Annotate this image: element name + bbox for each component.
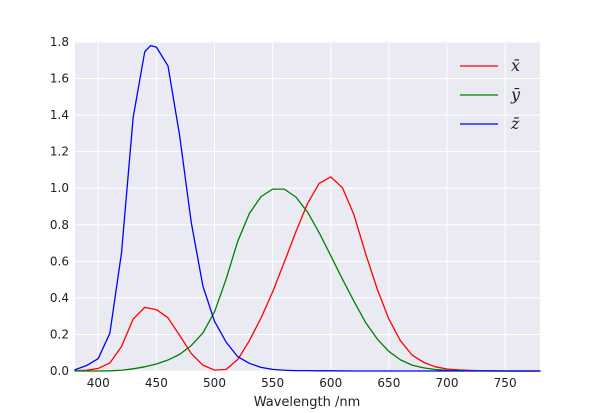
x-tick-label: 600 xyxy=(319,376,342,390)
legend-label-2: z̄ xyxy=(510,114,520,133)
x-axis-ticks: 400 450 500 550 600 650 700 750 xyxy=(87,376,517,390)
legend-label-0: x̄ xyxy=(511,56,520,75)
x-tick-label: 750 xyxy=(494,376,517,390)
y-tick-label: 0.4 xyxy=(50,291,69,305)
legend-label-1: ȳ xyxy=(510,85,521,104)
legend: x̄ ȳ z̄ xyxy=(460,56,521,133)
y-tick-label: 0.8 xyxy=(50,218,69,232)
x-tick-label: 450 xyxy=(145,376,168,390)
y-tick-label: 1.0 xyxy=(50,181,69,195)
y-axis-ticks: 0.0 0.2 0.4 0.6 0.8 1.0 1.2 1.4 1.6 1.8 xyxy=(50,35,69,378)
series-line-2 xyxy=(74,45,541,372)
y-tick-label: 1.8 xyxy=(50,35,69,49)
series-layer xyxy=(74,45,541,372)
plot-area xyxy=(75,42,540,371)
y-tick-label: 1.4 xyxy=(50,108,69,122)
y-tick-label: 1.6 xyxy=(50,72,69,86)
x-tick-label: 650 xyxy=(377,376,400,390)
x-tick-label: 400 xyxy=(87,376,110,390)
y-tick-label: 1.2 xyxy=(50,145,69,159)
y-tick-label: 0.2 xyxy=(50,327,69,341)
x-axis-label: Wavelength /nm xyxy=(254,395,361,410)
x-tick-label: 550 xyxy=(261,376,284,390)
x-tick-label: 500 xyxy=(203,376,226,390)
x-tick-label: 700 xyxy=(436,376,459,390)
y-tick-label: 0.6 xyxy=(50,254,69,268)
y-tick-label: 0.0 xyxy=(50,364,69,378)
grid xyxy=(75,41,540,372)
